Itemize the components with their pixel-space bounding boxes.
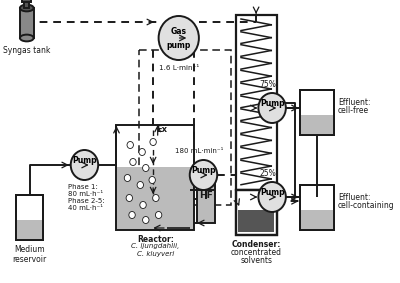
Circle shape: [258, 182, 286, 212]
Circle shape: [71, 150, 98, 180]
Text: C. ljungdahlii,: C. ljungdahlii,: [131, 243, 180, 249]
Text: 1.6 L·min⁻¹: 1.6 L·min⁻¹: [159, 65, 199, 71]
Bar: [300, 90, 334, 135]
Text: cell-containing: cell-containing: [338, 201, 395, 210]
Circle shape: [140, 201, 146, 209]
Circle shape: [137, 181, 144, 188]
Bar: [116, 167, 194, 230]
Text: 180 mL·min⁻¹: 180 mL·min⁻¹: [175, 148, 223, 154]
Bar: [20, 8, 34, 38]
Circle shape: [156, 211, 162, 218]
Bar: [16, 220, 43, 240]
Text: cell-free: cell-free: [338, 106, 369, 115]
Circle shape: [153, 194, 159, 201]
Text: Effluent:: Effluent:: [338, 193, 370, 202]
Text: Medium
reservoir: Medium reservoir: [12, 245, 47, 264]
Circle shape: [127, 142, 134, 149]
Bar: [300, 115, 334, 135]
Bar: [16, 195, 43, 240]
Circle shape: [142, 216, 149, 224]
Text: 25%: 25%: [259, 169, 276, 178]
Text: Pump: Pump: [72, 156, 97, 165]
Text: C. kluyveri: C. kluyveri: [137, 251, 174, 257]
Circle shape: [150, 138, 156, 145]
Bar: [24, 1, 29, 8]
Text: Syngas tank: Syngas tank: [3, 46, 50, 55]
Text: pump: pump: [166, 41, 191, 50]
Ellipse shape: [20, 5, 34, 11]
Circle shape: [258, 93, 286, 123]
Circle shape: [126, 194, 132, 201]
Circle shape: [124, 175, 131, 181]
Bar: [300, 90, 334, 135]
Circle shape: [129, 211, 135, 218]
Circle shape: [149, 177, 156, 183]
Bar: [16, 195, 43, 240]
Text: HF: HF: [199, 191, 213, 200]
Bar: [238, 210, 274, 232]
Circle shape: [190, 160, 217, 190]
Bar: [197, 168, 215, 223]
Ellipse shape: [20, 35, 34, 41]
Text: Condenser:: Condenser:: [232, 240, 281, 249]
Text: 40 mL·h⁻¹: 40 mL·h⁻¹: [68, 205, 103, 211]
Text: 75%: 75%: [259, 80, 276, 89]
Text: Phase 1:: Phase 1:: [68, 184, 98, 190]
Circle shape: [130, 158, 136, 166]
Bar: [300, 210, 334, 230]
Circle shape: [142, 164, 149, 171]
Bar: [22, 0, 31, 2]
Text: Ex: Ex: [156, 125, 167, 134]
Bar: [236, 190, 277, 235]
Text: Phase 2-5:: Phase 2-5:: [68, 198, 104, 204]
Text: Effluent:: Effluent:: [338, 98, 370, 107]
Bar: [300, 185, 334, 230]
Bar: [116, 125, 194, 230]
Text: Gas: Gas: [171, 27, 187, 36]
Text: Pump: Pump: [260, 99, 284, 108]
Text: Reactor:: Reactor:: [137, 235, 174, 244]
Text: Pump: Pump: [260, 188, 284, 197]
Bar: [139, 50, 231, 205]
Text: Pump: Pump: [191, 166, 216, 175]
Bar: [236, 190, 277, 235]
Bar: [300, 185, 334, 230]
Text: solvents: solvents: [240, 256, 272, 265]
Circle shape: [159, 16, 199, 60]
Text: concentrated: concentrated: [231, 248, 282, 257]
Bar: [236, 15, 277, 190]
Text: 80 mL·h⁻¹: 80 mL·h⁻¹: [68, 191, 103, 197]
Circle shape: [139, 149, 145, 155]
